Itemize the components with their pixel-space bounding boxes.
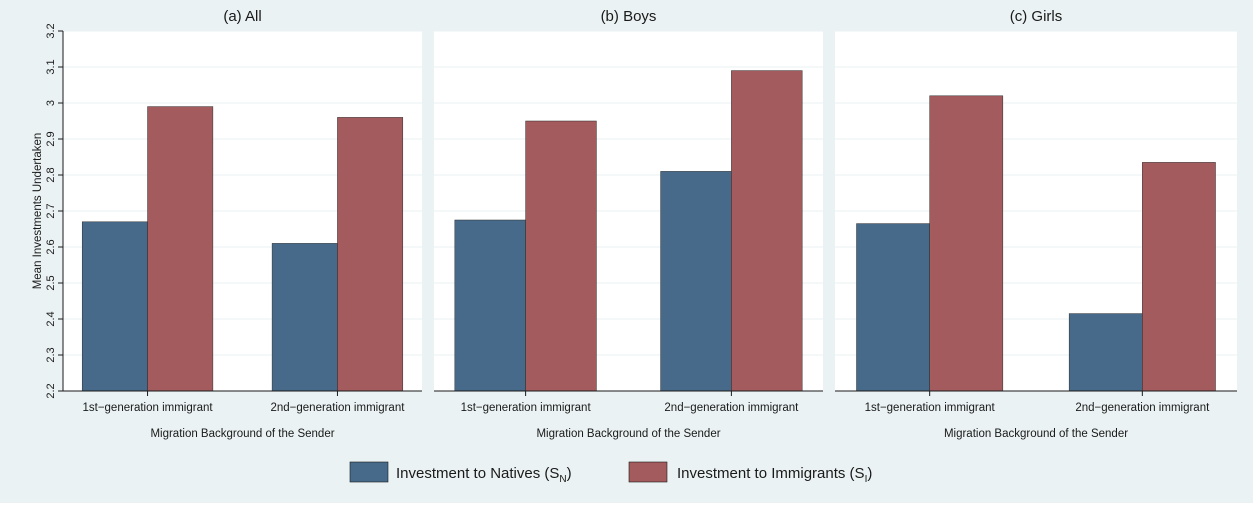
legend: Investment to Natives (SN) Investment to…: [349, 461, 872, 485]
y-tick-label: 3.2: [45, 23, 57, 38]
panel-title: (b) Boys: [601, 8, 657, 25]
legend-label-immigrants: Investment to Immigrants (SI): [677, 465, 872, 485]
bar-immigrants: [731, 70, 803, 392]
panels: (a) All 1st−generation immigrant 2nd−gener…: [32, 8, 1237, 440]
legend-swatch-immigrants: [628, 461, 668, 483]
x-axis-title: Migration Background of the Sender: [536, 428, 720, 440]
bar-immigrants: [525, 120, 597, 392]
bar-natives: [81, 221, 148, 392]
bar-natives: [454, 219, 526, 392]
panel-1: (a) All 1st−generation immigrant 2nd−gener…: [32, 8, 422, 440]
legend-swatch-natives: [349, 461, 389, 483]
bar-natives: [271, 243, 338, 392]
y-tick-label: 2.7: [45, 203, 57, 218]
x-tick-label: 1st−generation immigrant: [461, 402, 592, 414]
bar-natives: [856, 223, 930, 392]
bar-immigrants: [1142, 162, 1216, 392]
y-tick-label: 3.1: [45, 59, 57, 74]
y-tick-label: 2.5: [45, 275, 57, 290]
x-tick-label: 1st−generation immigrant: [82, 402, 213, 414]
y-tick-label: 2.9: [45, 131, 57, 146]
y-axis-title: Mean Investments Undertaken: [32, 133, 44, 290]
x-tick-label: 2nd−generation immigrant: [1075, 402, 1210, 414]
bar-immigrants: [147, 106, 214, 392]
panel-3: (c) Girls 1st−generation immigrant 2nd−gen…: [835, 8, 1237, 440]
panel-title: (a) All: [223, 8, 261, 25]
y-tick-label: 2.4: [45, 311, 57, 326]
x-axis-title: Migration Background of the Sender: [150, 428, 334, 440]
x-tick-label: 2nd−generation immigrant: [270, 402, 405, 414]
bar-natives: [1068, 313, 1143, 392]
bar-immigrants: [337, 117, 404, 392]
y-tick-label: 2.6: [45, 239, 57, 254]
y-tick-label: 2.2: [45, 383, 57, 398]
x-tick-label: 2nd−generation immigrant: [664, 402, 799, 414]
y-tick-label: 3: [45, 100, 57, 106]
x-axis-title: Migration Background of the Sender: [944, 428, 1128, 440]
x-tick-label: 1st−generation immigrant: [865, 402, 996, 414]
legend-label-natives: Investment to Natives (SN): [396, 465, 572, 485]
panel-2: (b) Boys 1st−generation immigrant 2nd−gene…: [434, 8, 823, 440]
y-tick-label: 2.3: [45, 347, 57, 362]
y-tick-label: 2.8: [45, 167, 57, 182]
panel-title: (c) Girls: [1010, 8, 1063, 25]
bar-immigrants: [929, 95, 1004, 392]
bar-natives: [660, 171, 732, 392]
